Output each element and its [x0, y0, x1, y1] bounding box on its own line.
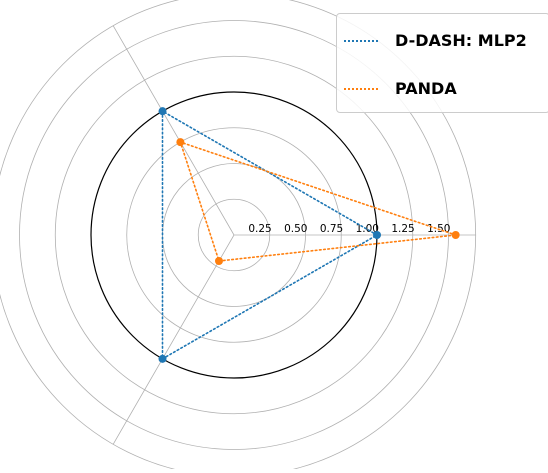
legend-entry-series-1: D-DASH: MLP2 [337, 27, 548, 57]
grid-layer [0, 0, 476, 473]
series-1-point [158, 107, 167, 116]
series-1-point [373, 231, 381, 239]
legend-swatch-series-2 [344, 88, 378, 90]
radial-tick-label: 0.75 [320, 223, 343, 235]
radial-tick-label: 1.25 [391, 223, 414, 235]
series-line-2 [179, 140, 456, 262]
legend-entry-series-2: PANDA [337, 75, 548, 105]
series-2-point [176, 138, 185, 147]
series-2-point [451, 231, 460, 239]
legend: D-DASH: MLP2 PANDA [336, 13, 548, 113]
radial-tick-labels: 0.25 0.50 0.75 1.00 1.25 1.50 [248, 223, 450, 235]
radial-tick-label: 0.25 [248, 223, 271, 235]
axis-spoke [112, 25, 235, 236]
series-1-point [158, 354, 167, 363]
series-line-1 [161, 109, 379, 361]
series-layer [158, 107, 460, 363]
legend-label-series-1: D-DASH: MLP2 [395, 31, 527, 50]
legend-swatch-series-1 [344, 40, 378, 42]
axis-spoke [112, 234, 235, 445]
legend-label-series-2: PANDA [395, 79, 457, 98]
series-2-point [214, 257, 223, 266]
radial-tick-label: 0.50 [284, 223, 307, 235]
